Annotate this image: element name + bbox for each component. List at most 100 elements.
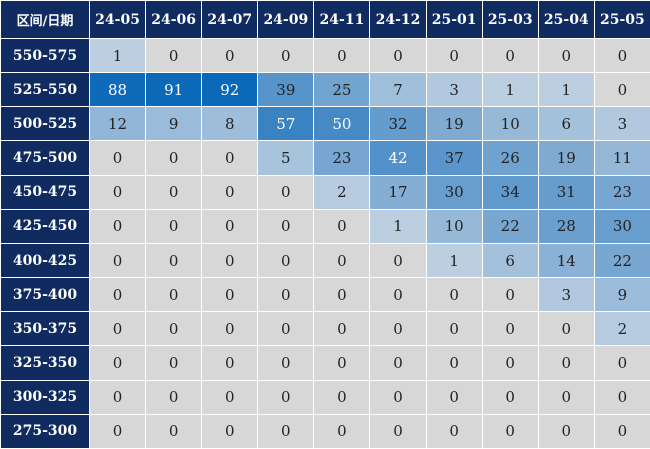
column-header: 24-09 xyxy=(258,1,314,39)
heatmap-cell: 0 xyxy=(90,346,146,380)
heatmap-cell: 3 xyxy=(538,278,594,312)
heatmap-cell: 1 xyxy=(482,73,538,107)
heatmap-cell: 0 xyxy=(202,278,258,312)
heatmap-cell: 0 xyxy=(258,414,314,448)
heatmap-cell: 0 xyxy=(482,39,538,73)
heatmap-cell: 0 xyxy=(258,39,314,73)
heatmap-cell: 0 xyxy=(370,414,426,448)
heatmap-cell: 0 xyxy=(426,39,482,73)
heatmap-cell: 0 xyxy=(258,312,314,346)
heatmap-cell: 0 xyxy=(482,312,538,346)
heatmap-cell: 0 xyxy=(258,380,314,414)
heatmap-cell: 0 xyxy=(90,312,146,346)
heatmap-cell: 37 xyxy=(426,141,482,175)
heatmap-cell: 0 xyxy=(146,39,202,73)
heatmap-cell: 0 xyxy=(146,209,202,243)
heatmap-cell: 9 xyxy=(146,107,202,141)
heatmap-cell: 0 xyxy=(426,414,482,448)
heatmap-cell: 0 xyxy=(202,414,258,448)
heatmap-cell: 0 xyxy=(314,243,370,277)
heatmap-cell: 0 xyxy=(146,243,202,277)
heatmap-cell: 0 xyxy=(146,278,202,312)
heatmap-cell: 19 xyxy=(426,107,482,141)
heatmap-cell: 0 xyxy=(90,380,146,414)
heatmap-cell: 2 xyxy=(594,312,650,346)
column-header: 25-05 xyxy=(594,1,650,39)
heatmap-cell: 0 xyxy=(146,346,202,380)
heatmap-cell: 17 xyxy=(370,175,426,209)
heatmap-cell: 0 xyxy=(146,312,202,346)
heatmap-cell: 0 xyxy=(314,346,370,380)
heatmap-cell: 0 xyxy=(370,278,426,312)
heatmap-cell: 0 xyxy=(202,380,258,414)
heatmap-cell: 0 xyxy=(538,414,594,448)
heatmap-cell: 0 xyxy=(370,312,426,346)
heatmap-cell: 0 xyxy=(202,141,258,175)
heatmap-cell: 0 xyxy=(370,39,426,73)
heatmap-cell: 1 xyxy=(90,39,146,73)
heatmap-cell: 1 xyxy=(426,243,482,277)
heatmap-cell: 0 xyxy=(426,346,482,380)
heatmap-cell: 6 xyxy=(538,107,594,141)
heatmap-cell: 6 xyxy=(482,243,538,277)
heatmap-cell: 0 xyxy=(314,278,370,312)
column-header: 25-03 xyxy=(482,1,538,39)
heatmap-cell: 0 xyxy=(426,312,482,346)
heatmap-cell: 0 xyxy=(370,346,426,380)
heatmap-cell: 0 xyxy=(426,380,482,414)
row-header: 450-475 xyxy=(1,175,90,209)
heatmap-cell: 0 xyxy=(314,380,370,414)
heatmap-cell: 0 xyxy=(538,39,594,73)
heatmap-cell: 11 xyxy=(594,141,650,175)
heatmap-cell: 0 xyxy=(90,414,146,448)
heatmap-cell: 0 xyxy=(594,73,650,107)
heatmap-cell: 12 xyxy=(90,107,146,141)
heatmap-cell: 0 xyxy=(146,175,202,209)
heatmap-cell: 0 xyxy=(370,380,426,414)
heatmap-cell: 0 xyxy=(426,278,482,312)
column-header: 24-12 xyxy=(370,1,426,39)
heatmap-cell: 0 xyxy=(202,209,258,243)
heatmap-cell: 50 xyxy=(314,107,370,141)
heatmap-cell: 22 xyxy=(594,243,650,277)
column-header: 24-05 xyxy=(90,1,146,39)
heatmap-cell: 0 xyxy=(258,278,314,312)
heatmap-cell: 0 xyxy=(202,346,258,380)
heatmap-cell: 0 xyxy=(90,141,146,175)
heatmap-cell: 0 xyxy=(258,209,314,243)
row-header: 500-525 xyxy=(1,107,90,141)
heatmap-cell: 10 xyxy=(426,209,482,243)
heatmap-cell: 0 xyxy=(594,346,650,380)
heatmap-cell: 23 xyxy=(314,141,370,175)
column-header: 25-01 xyxy=(426,1,482,39)
heatmap-cell: 0 xyxy=(314,414,370,448)
heatmap-cell: 0 xyxy=(482,346,538,380)
row-header: 350-375 xyxy=(1,312,90,346)
row-header: 550-575 xyxy=(1,39,90,73)
heatmap-cell: 22 xyxy=(482,209,538,243)
heatmap-cell: 0 xyxy=(594,414,650,448)
heatmap-cell: 0 xyxy=(146,414,202,448)
heatmap-cell: 0 xyxy=(314,312,370,346)
heatmap-cell: 0 xyxy=(258,175,314,209)
heatmap-cell: 57 xyxy=(258,107,314,141)
heatmap-cell: 5 xyxy=(258,141,314,175)
heatmap-cell: 0 xyxy=(202,39,258,73)
column-header: 25-04 xyxy=(538,1,594,39)
row-header: 425-450 xyxy=(1,209,90,243)
row-header: 275-300 xyxy=(1,414,90,448)
heatmap-cell: 28 xyxy=(538,209,594,243)
row-header: 375-400 xyxy=(1,278,90,312)
